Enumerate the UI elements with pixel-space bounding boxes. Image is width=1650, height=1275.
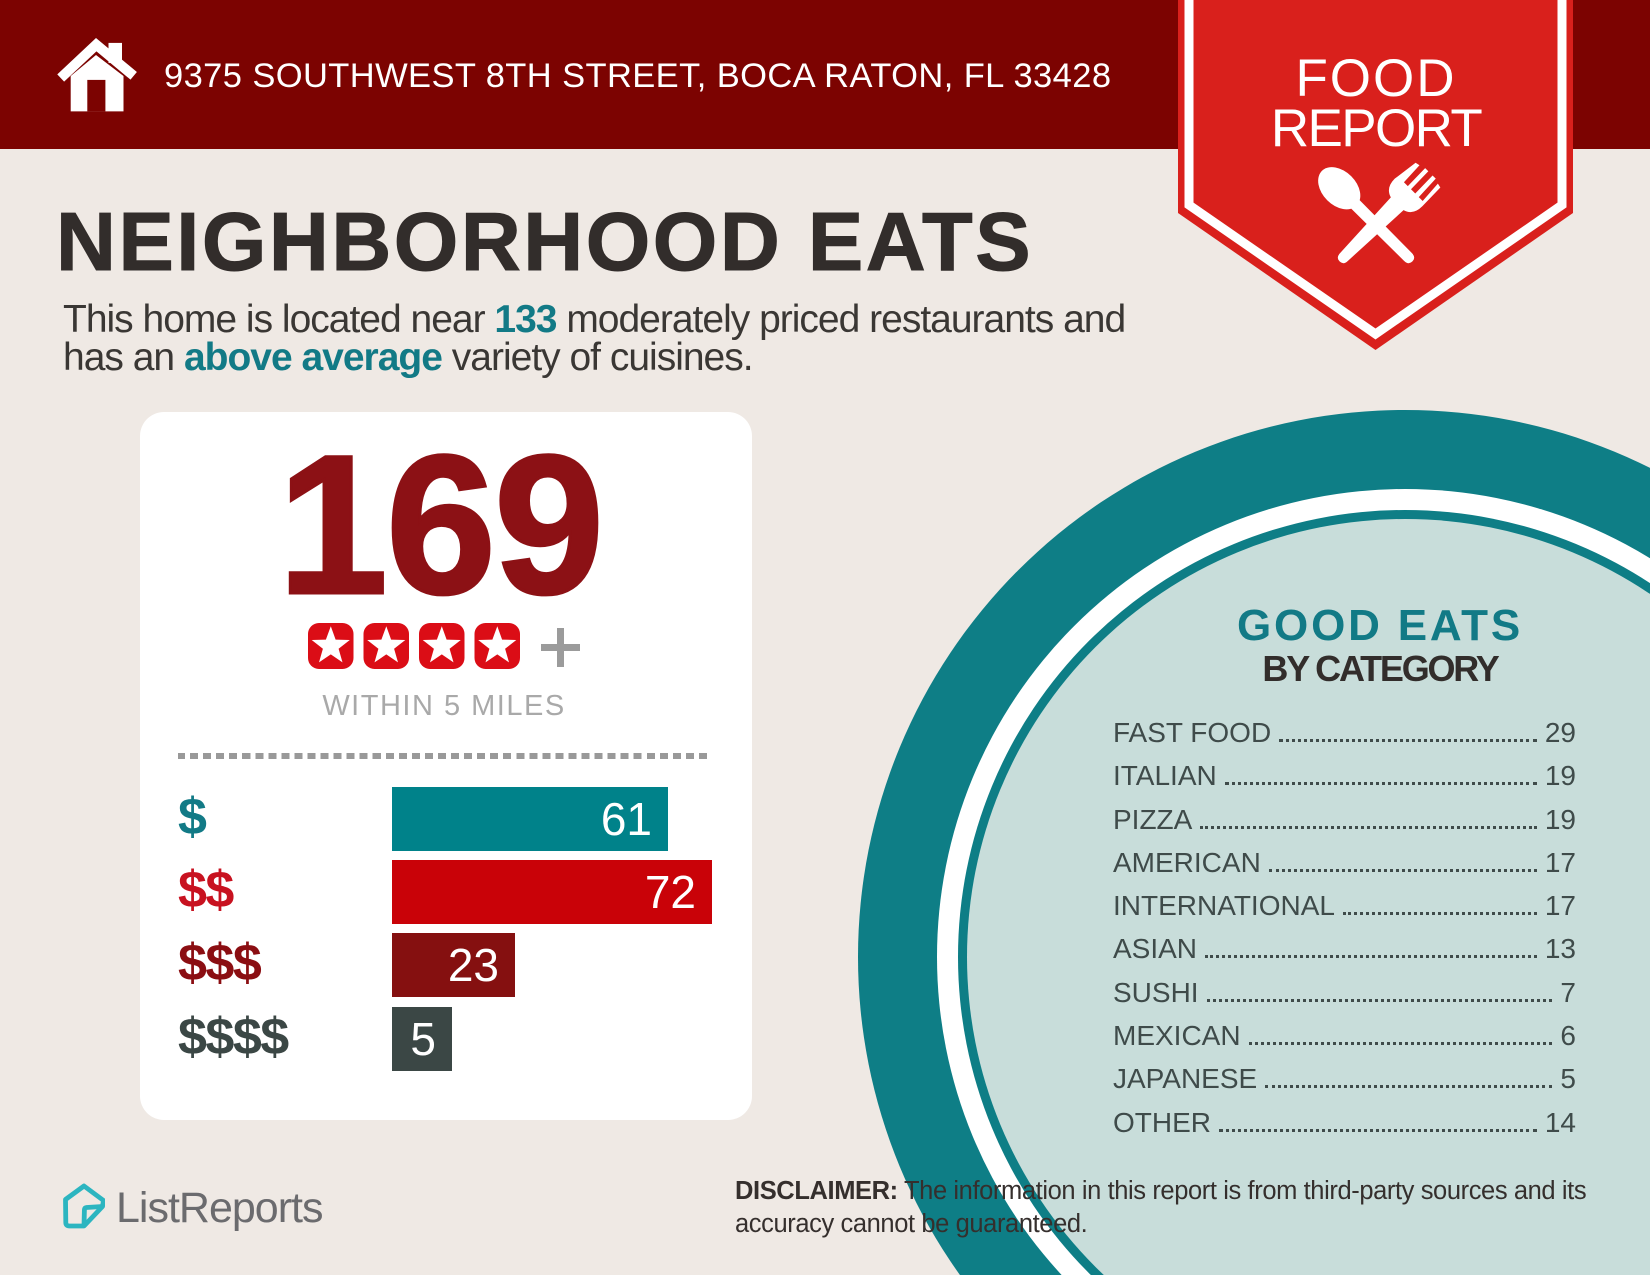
svg-text:FOOD: FOOD [1295, 49, 1456, 108]
svg-text:REPORT: REPORT [1271, 99, 1483, 158]
